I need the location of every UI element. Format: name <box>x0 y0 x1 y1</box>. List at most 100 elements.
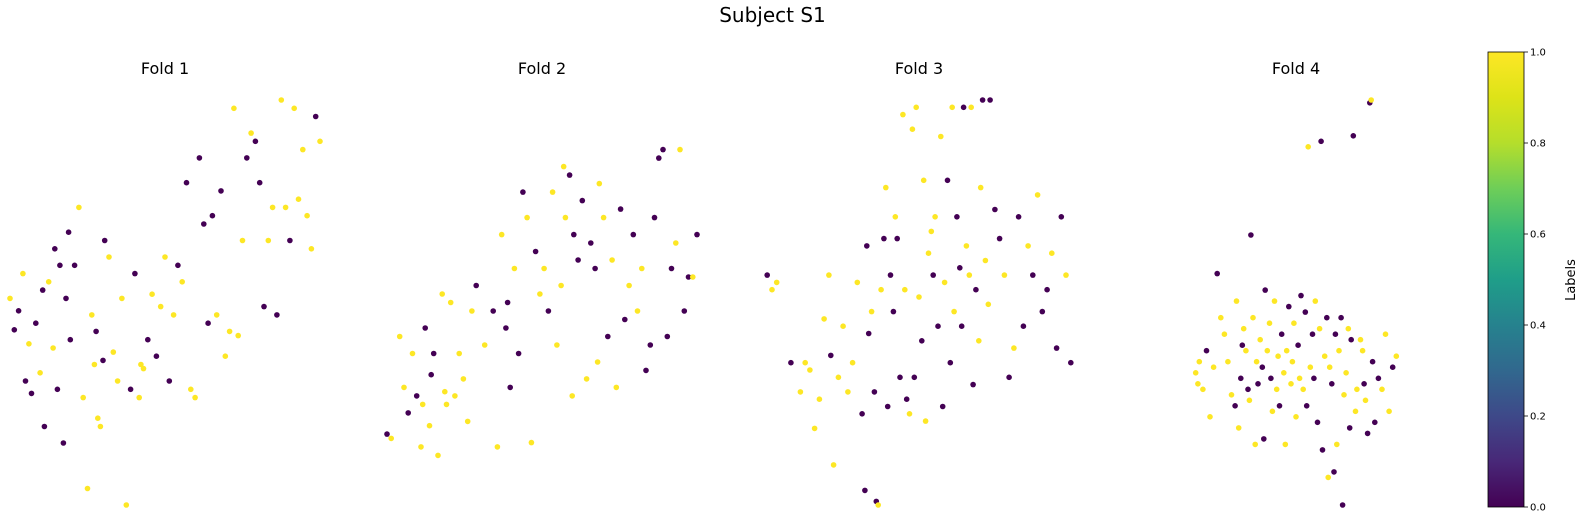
fold-2-point <box>418 444 424 450</box>
fold-3-point <box>909 126 916 132</box>
fold-3-point <box>913 104 919 111</box>
fold-2-point <box>528 439 535 446</box>
fold-2-point <box>422 325 428 331</box>
fold-4-point <box>1214 270 1220 277</box>
fold-4-point <box>1264 347 1271 354</box>
fold-1-point <box>265 237 272 244</box>
fold-4-point <box>1268 375 1274 382</box>
fold-3-point <box>1044 286 1050 293</box>
fold-1-point <box>26 341 32 347</box>
fold-4-point <box>1329 381 1335 387</box>
fold-3-point <box>968 104 974 111</box>
fold-4-point <box>1246 397 1253 404</box>
fold-3-point <box>954 214 960 220</box>
fold-3-point <box>928 228 935 235</box>
colorbar-tick-label: 0.8 <box>1530 139 1546 150</box>
fold-4-point <box>1316 325 1323 332</box>
fold-1-point <box>256 179 263 186</box>
fold-1-point <box>37 370 43 376</box>
fold-4-point <box>1196 358 1203 365</box>
fold-3-point <box>976 338 982 344</box>
fold-2-point <box>660 146 666 153</box>
fold-3-point <box>970 381 976 388</box>
fold-2-point <box>439 291 445 297</box>
fold-4-point <box>1346 425 1353 431</box>
fold-1-point <box>97 423 104 430</box>
fold-1-point <box>39 287 46 293</box>
fold-1-point <box>269 204 276 211</box>
fold-1-point <box>136 394 142 401</box>
fold-4-point <box>1276 403 1283 409</box>
fold-4-point <box>1295 342 1301 349</box>
fold-4-point <box>1232 403 1238 409</box>
fold-1-point <box>84 485 91 492</box>
fold-3-point <box>883 184 889 191</box>
fold-3-point <box>802 359 808 366</box>
colorbar-svg: Labels 0.0 0.2 0.4 0.6 0.8 1.0 <box>1487 48 1579 514</box>
fold-4-point <box>1359 347 1366 354</box>
fold-3-panel: Fold 3 <box>754 55 1084 515</box>
fold-1-point <box>308 246 315 252</box>
fold-4-point <box>1321 353 1328 360</box>
fold-4-point <box>1273 386 1280 393</box>
fold-3-point <box>859 411 865 417</box>
fold-1-point <box>304 212 310 219</box>
fold-2-point <box>384 431 390 437</box>
fold-4-point <box>1312 298 1319 304</box>
fold-2-point <box>664 333 671 340</box>
colorbar-tick-label: 0.4 <box>1530 321 1546 332</box>
fold-2-point <box>409 350 416 357</box>
fold-4-point <box>1325 474 1331 481</box>
fold-4-point <box>1261 436 1267 442</box>
fold-2-point <box>643 367 649 374</box>
fold-2-point <box>419 401 426 408</box>
fold-4-point <box>1253 358 1260 365</box>
fold-1-point <box>235 332 241 339</box>
fold-3-point <box>935 323 941 330</box>
fold-1-point <box>119 295 125 302</box>
fold-1-point <box>60 440 67 446</box>
fold-4-point <box>1221 331 1228 338</box>
fold-3-point <box>890 308 897 315</box>
fold-2-point <box>490 308 496 314</box>
fold-3-point <box>963 243 970 249</box>
fold-1-point <box>312 113 319 120</box>
fold-4-point <box>1307 364 1314 371</box>
fold-3-point <box>930 272 936 278</box>
fold-4-point <box>1354 386 1360 393</box>
fold-1-point <box>261 303 267 310</box>
fold-1-point <box>22 378 29 384</box>
colorbar-tick-label: 0.0 <box>1530 503 1546 514</box>
fold-1-point <box>65 229 72 235</box>
fold-3-point <box>957 265 963 271</box>
fold-3-point <box>932 214 938 220</box>
fold-1-point <box>300 146 306 153</box>
fold-2-point <box>634 308 641 314</box>
fold-3-point <box>773 279 780 286</box>
fold-3-point <box>811 425 818 432</box>
fold-1-point <box>114 378 121 384</box>
fold-4-point <box>1239 342 1246 349</box>
fold-1-point <box>278 97 285 103</box>
fold-4-point <box>1262 287 1268 293</box>
fold-2-point <box>511 265 518 272</box>
fold-4-point <box>1368 97 1374 103</box>
fold-4-point <box>1311 375 1317 382</box>
fold-3-point <box>1049 250 1055 256</box>
fold-4-point <box>1200 386 1206 393</box>
fold-1-point <box>138 361 144 368</box>
fold-4-point <box>1362 397 1369 404</box>
fold-3-point <box>916 294 922 300</box>
fold-4-point <box>1343 370 1349 376</box>
fold-1-point <box>145 336 151 343</box>
fold-3-point <box>884 403 891 410</box>
fold-2-point <box>622 316 628 323</box>
fold-3-point <box>987 97 993 103</box>
fold-4-point <box>1326 364 1333 371</box>
fold-4-point <box>1332 331 1339 338</box>
fold-1-point <box>89 312 95 318</box>
fold-1-point <box>248 130 254 136</box>
colorbar-label: Labels <box>1564 259 1579 301</box>
fold-2-point <box>481 342 488 348</box>
fold-3-point <box>973 286 979 293</box>
